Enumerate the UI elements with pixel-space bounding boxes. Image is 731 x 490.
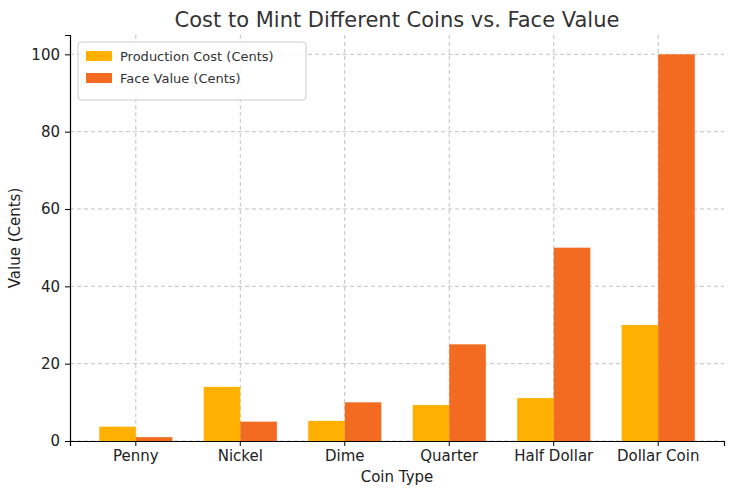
legend-label: Production Cost (Cents) [120,49,274,64]
bar [554,248,591,441]
y-tick: 100 [31,46,70,64]
legend-swatch [86,73,112,83]
legend-box [78,42,306,100]
x-tick-mark [449,441,450,446]
y-tick-mark [65,209,70,210]
y-tick: 20 [41,355,70,373]
x-tick-mark [344,441,345,446]
legend-label: Face Value (Cents) [120,71,241,86]
x-tick: Half Dollar [514,441,594,465]
y-axis: 0 20 40 60 80 100 [31,36,70,451]
x-tick: Penny [113,441,159,465]
chart: 0 20 40 60 80 100 Penny Nickel Dime Quarter Half D… [0,0,731,490]
grid [70,35,724,441]
y-axis-line [65,36,71,442]
y-tick-label: 100 [31,46,60,64]
x-tick-mark [240,441,241,446]
y-axis-label: Value (Cents) [6,188,24,289]
bars [99,54,694,441]
x-tick-label: Quarter [420,447,479,465]
x-tick-mark [553,441,554,446]
y-tick: 40 [41,278,70,296]
x-tick-mark [135,441,136,446]
title: Cost to Mint Different Coins vs. Face Va… [175,8,620,32]
x-axis-line [71,442,725,447]
x-tick: Dime [325,441,365,465]
y-tick-mark [65,132,70,133]
x-tick-label: Penny [113,447,159,465]
y-tick-label: 80 [41,123,60,141]
y-tick-mark [65,441,70,442]
x-tick-label: Nickel [218,447,263,465]
y-grid-line [70,131,724,132]
bar [517,398,554,441]
x-tick-label: Dime [325,447,365,465]
y-tick: 60 [41,200,70,218]
x-tick: Dollar Coin [617,441,700,465]
x-tick-mark [658,441,659,446]
bar [413,405,450,441]
bar [345,402,382,441]
y-tick: 80 [41,123,70,141]
x-axis-label: Coin Type [361,468,434,486]
y-tick-mark [65,54,70,55]
y-grid-line [70,209,724,210]
y-tick-mark [65,286,70,287]
x-tick-label: Half Dollar [514,447,594,465]
y-tick: 0 [50,432,70,450]
x-tick-label: Dollar Coin [617,447,700,465]
bar [240,422,277,441]
y-grid-line [70,286,724,287]
y-tick-label: 60 [41,200,60,218]
x-tick: Nickel [218,441,263,465]
bar [99,427,136,441]
x-grid-line [344,35,345,441]
y-tick-mark [65,364,70,365]
legend: Production Cost (Cents) Face Value (Cents… [78,42,306,100]
y-tick-label: 40 [41,278,60,296]
bar [622,325,659,441]
y-tick-label: 0 [50,432,60,450]
bar [136,437,173,441]
bar [308,421,345,441]
x-axis: Penny Nickel Dime Quarter Half Dollar Dollar … [71,441,725,465]
bar [658,54,695,441]
legend-swatch [86,51,112,61]
x-tick: Quarter [420,441,479,465]
y-tick-label: 20 [41,355,60,373]
bar [449,344,486,441]
bar [204,387,241,441]
